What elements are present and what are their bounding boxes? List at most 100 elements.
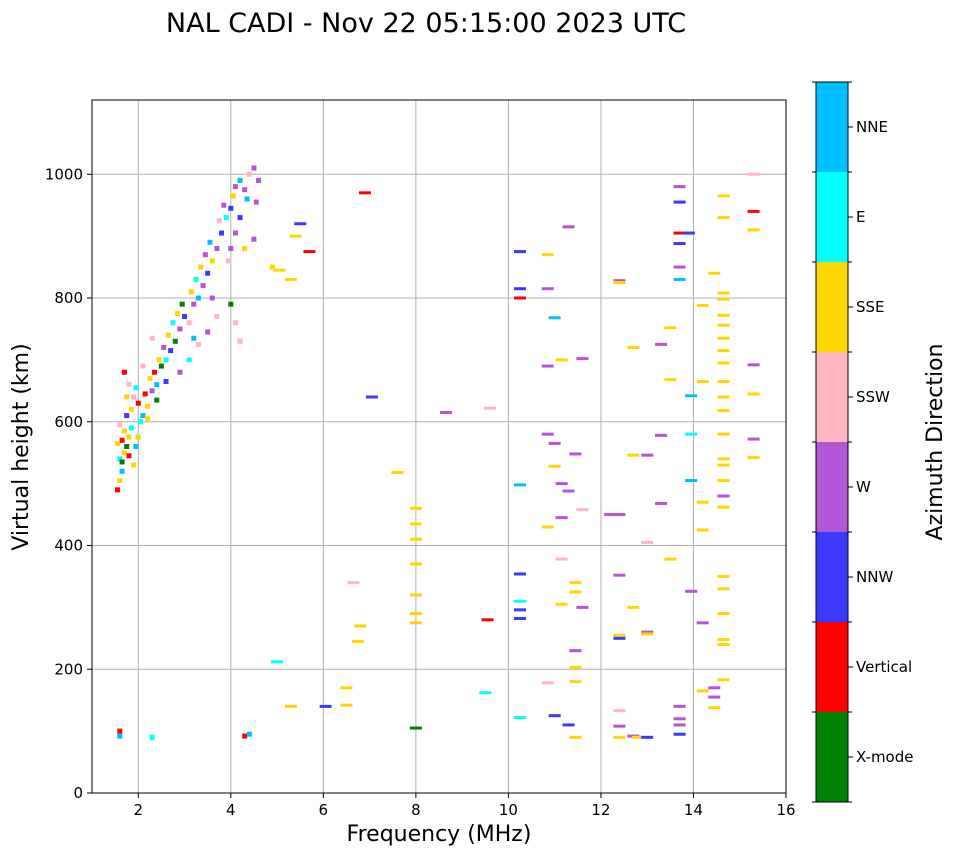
data-point [664, 378, 677, 382]
data-point [696, 621, 709, 625]
data-point [717, 216, 730, 220]
data-point [273, 268, 286, 272]
y-tick-label: 1000 [45, 165, 83, 183]
data-point [205, 329, 211, 335]
data-point [627, 605, 640, 609]
data-point [147, 375, 153, 381]
data-point [604, 513, 617, 517]
data-point [284, 277, 297, 281]
data-point [576, 605, 589, 609]
data-point [717, 678, 730, 682]
data-point [142, 391, 148, 397]
data-point [138, 419, 144, 425]
data-point [562, 489, 575, 493]
data-point [747, 363, 760, 367]
data-point [541, 432, 554, 436]
data-point [145, 403, 151, 409]
data-point [747, 437, 760, 441]
colorbar-segment [816, 532, 848, 622]
data-point [209, 295, 215, 301]
data-point [717, 494, 730, 498]
data-point [613, 735, 626, 739]
data-point [673, 265, 686, 269]
data-point [163, 379, 169, 385]
data-point [198, 264, 204, 270]
data-point [242, 187, 248, 193]
colorbar-segment [816, 712, 848, 802]
data-point [200, 283, 206, 289]
data-point [685, 589, 698, 593]
data-point [555, 358, 568, 362]
data-point [140, 363, 146, 369]
data-point [228, 205, 234, 211]
data-point [747, 172, 760, 176]
data-point [114, 440, 120, 446]
data-point [696, 380, 709, 384]
data-point [117, 728, 123, 734]
data-point [717, 612, 730, 616]
data-point [717, 194, 730, 198]
data-point [124, 394, 130, 400]
data-point [717, 313, 730, 317]
data-point [230, 193, 236, 199]
data-point [409, 593, 422, 597]
data-point [747, 209, 760, 213]
data-point [479, 691, 492, 695]
data-point [154, 382, 160, 388]
data-point [613, 513, 626, 517]
data-point [555, 557, 568, 561]
data-points [114, 165, 760, 740]
data-point [627, 346, 640, 349]
data-point [717, 457, 730, 461]
data-point [481, 618, 494, 622]
data-point [696, 500, 709, 504]
data-point [569, 452, 582, 456]
data-point [340, 686, 353, 690]
data-point [717, 323, 730, 327]
data-point [708, 706, 721, 710]
data-point [172, 338, 178, 344]
data-point [717, 463, 730, 467]
data-point [365, 395, 378, 399]
data-point [165, 332, 171, 338]
data-point [548, 316, 561, 320]
colorbar-segment [816, 442, 848, 532]
data-point [347, 581, 360, 585]
data-point [154, 397, 160, 403]
data-point [513, 483, 526, 487]
data-point [214, 314, 220, 320]
data-point [717, 380, 730, 384]
data-point [685, 432, 698, 436]
data-point [131, 462, 137, 468]
data-point [409, 522, 422, 526]
x-axis-title: Frequency (MHz) [347, 822, 532, 847]
data-point [673, 717, 686, 721]
x-tick-label: 4 [226, 801, 236, 819]
data-point [548, 464, 561, 468]
data-point [251, 236, 257, 242]
data-point [664, 557, 677, 561]
data-point [193, 276, 199, 282]
data-point [747, 392, 760, 396]
data-point [717, 587, 730, 591]
data-point [513, 250, 526, 254]
data-point [655, 433, 668, 437]
colorbar-label: SSE [856, 298, 885, 316]
data-point [717, 638, 730, 642]
data-point [631, 735, 644, 739]
data-point [163, 357, 169, 363]
data-point [237, 215, 243, 221]
data-point [562, 723, 575, 727]
data-point [214, 246, 220, 251]
data-point [717, 297, 730, 301]
data-point [696, 303, 709, 307]
colorbar-frame [815, 81, 849, 803]
colorbar-label: X-mode [856, 748, 913, 766]
data-point [673, 185, 686, 189]
data-point [696, 689, 709, 693]
chart-title: NAL CADI - Nov 22 05:15:00 2023 UTC [166, 8, 686, 39]
data-point [641, 630, 654, 634]
data-point [641, 632, 654, 636]
data-point [569, 581, 582, 585]
data-point [352, 639, 365, 643]
